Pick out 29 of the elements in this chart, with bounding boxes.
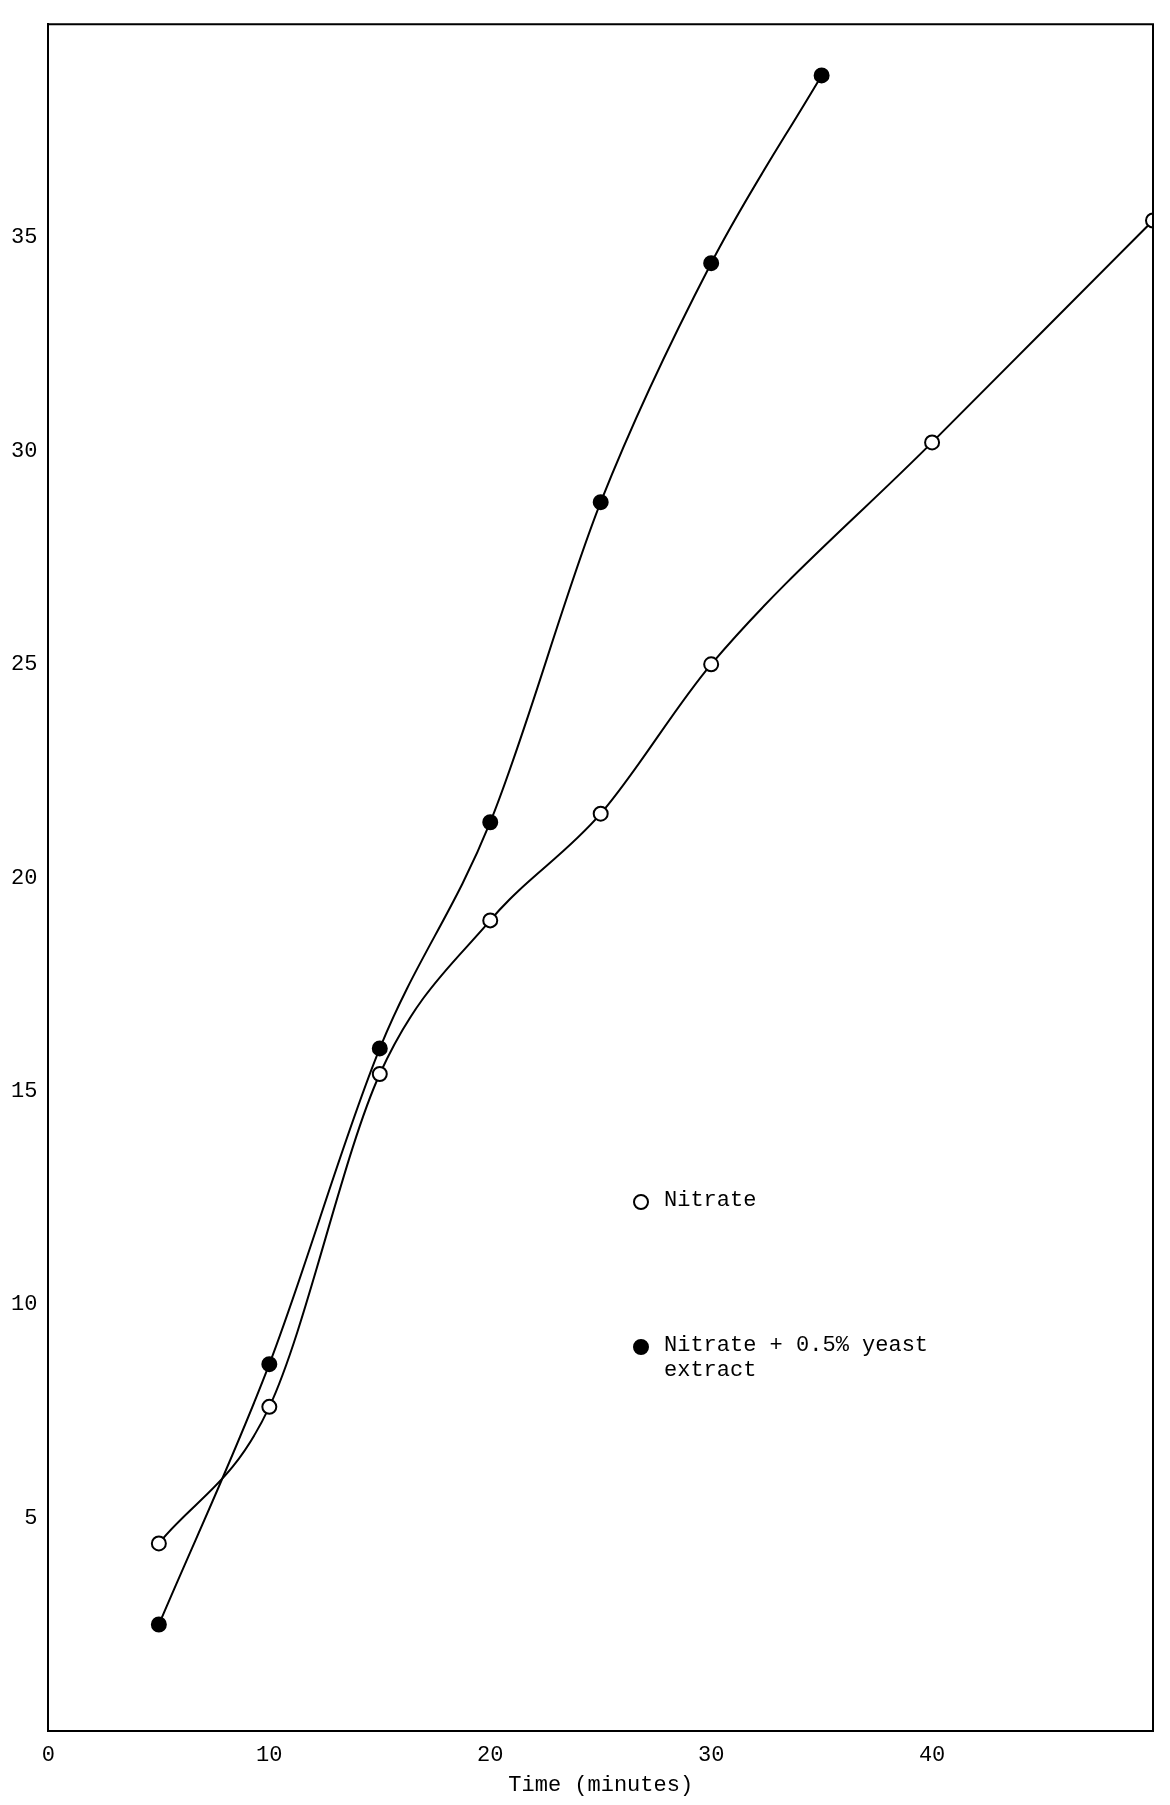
point bbox=[371, 1040, 388, 1057]
y-tick-label: 20 bbox=[11, 865, 38, 891]
point bbox=[261, 1356, 278, 1373]
x-tick-label: 20 bbox=[477, 1743, 504, 1769]
point bbox=[592, 805, 609, 822]
y-tick-label: 10 bbox=[11, 1292, 38, 1318]
point bbox=[592, 494, 609, 511]
point bbox=[703, 656, 720, 673]
point bbox=[261, 1398, 278, 1415]
point bbox=[371, 1066, 388, 1083]
x-tick-label: 30 bbox=[697, 1743, 725, 1769]
point bbox=[813, 67, 830, 84]
legend-label: Nitrate bbox=[664, 1188, 757, 1213]
x-tick-label: 40 bbox=[918, 1743, 946, 1769]
y-tick-label: 15 bbox=[11, 1078, 38, 1104]
y-tick-label: 25 bbox=[11, 652, 38, 678]
y-tick-label: 30 bbox=[11, 438, 38, 464]
x-axis-title: Time (minutes) bbox=[508, 1772, 694, 1798]
y-tick-label: 35 bbox=[11, 225, 38, 251]
x-tick-label: 0 bbox=[41, 1743, 56, 1769]
x-tick-label: 10 bbox=[256, 1743, 283, 1769]
y-tick-label: 5 bbox=[24, 1505, 38, 1531]
point bbox=[924, 434, 941, 451]
point bbox=[482, 814, 499, 831]
point bbox=[150, 1535, 167, 1552]
point bbox=[150, 1616, 167, 1633]
point bbox=[703, 255, 720, 272]
point bbox=[482, 912, 499, 929]
legend-label: Nitrate + 0.5% yeast extract bbox=[664, 1333, 930, 1383]
